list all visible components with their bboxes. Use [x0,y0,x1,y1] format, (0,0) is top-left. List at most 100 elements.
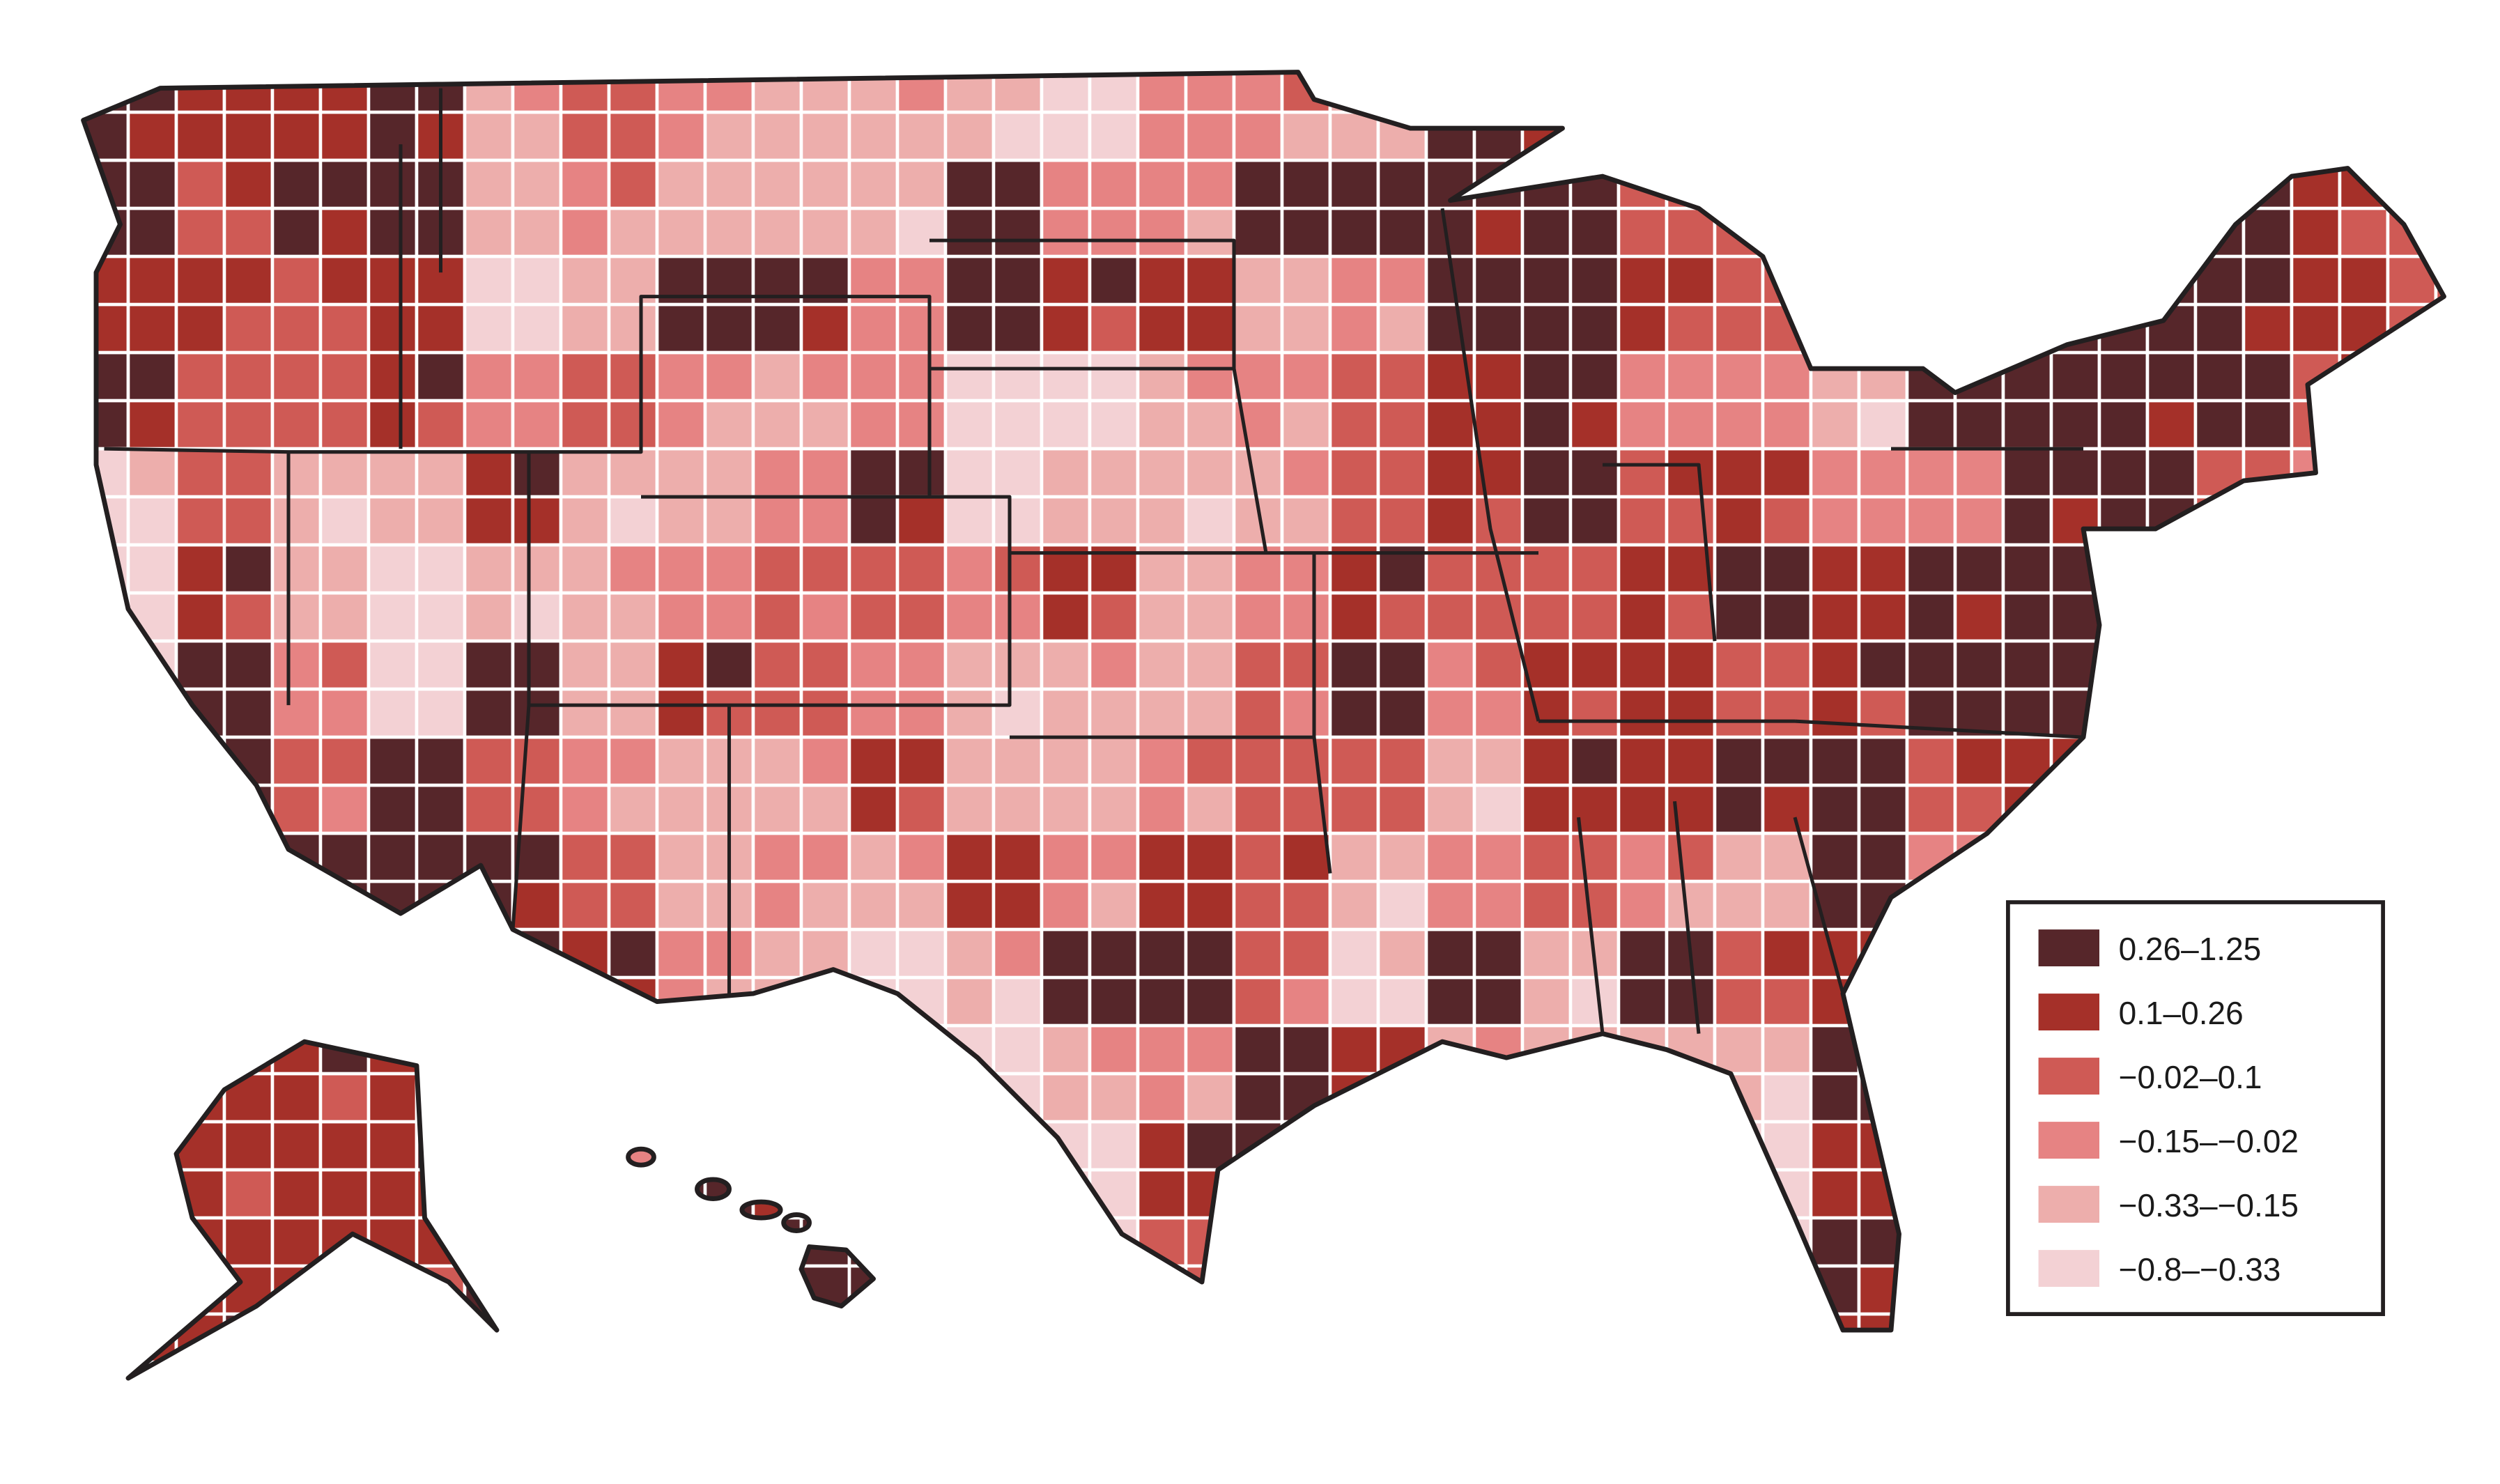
map-region [1040,72,1092,114]
map-region [1472,350,1525,403]
map-region [1857,879,1909,932]
map-region [1857,1023,1909,1076]
map-region [1568,302,1621,355]
map-region [943,639,996,691]
map-region [1953,72,2005,114]
map-region [318,350,371,403]
map-region [222,783,275,835]
map-region [1232,158,1284,210]
map-region [1520,975,1573,1028]
map-region [751,1360,803,1379]
map-region [1280,927,1332,980]
map-region [1280,302,1332,355]
map-region [799,591,851,643]
map-region [1232,72,1284,114]
map-region [2290,206,2342,258]
map-region [895,302,948,355]
map-region [1665,687,1717,739]
map-region [366,783,419,835]
map-region [2049,1360,2101,1379]
map-region [1376,735,1428,787]
map-region [2434,1072,2444,1124]
map-region [943,350,996,403]
map-region [174,591,226,643]
map-region [1568,1023,1621,1076]
map-region [2241,639,2294,691]
map-region [1953,1072,2005,1124]
map-region [174,110,226,162]
map-region [1616,1216,1669,1268]
map-region [607,975,659,1028]
map-region [1184,1072,1236,1124]
map-region [703,206,755,258]
map-region [991,350,1044,403]
map-region [511,735,563,787]
map-region [2338,639,2390,691]
map-region [2193,831,2246,883]
map-region [1520,735,1573,787]
map-region [2193,1312,2246,1364]
map-region [2193,543,2246,595]
map-region [1809,543,1861,595]
map-region [2290,591,2342,643]
map-region [1280,1360,1332,1379]
map-region [463,831,515,883]
map-region [1376,687,1428,739]
map-region [1905,975,1957,1028]
map-region [799,350,851,403]
map-region [2241,495,2294,547]
map-region [2049,350,2101,403]
map-region [1040,975,1092,1028]
legend-swatch [2038,929,2099,966]
map-region [1472,1312,1525,1364]
map-region [655,399,707,451]
map-region [1713,591,1765,643]
map-region [2386,254,2438,307]
map-region [463,72,515,114]
map-region [1568,783,1621,835]
map-region [2434,206,2444,258]
map-region [943,447,996,499]
map-region [1472,302,1525,355]
map-region [607,879,659,932]
map-region [2434,1264,2444,1316]
map-region [1520,1360,1573,1379]
map-region [1616,687,1669,739]
map-region [1136,927,1188,980]
map-region [1280,639,1332,691]
map-region [751,591,803,643]
map-region [511,879,563,932]
map-region [366,735,419,787]
map-region [607,735,659,787]
map-region [991,110,1044,162]
map-region [703,1264,755,1316]
map-region [1953,975,2005,1028]
map-region [1472,687,1525,739]
map-region [1568,495,1621,547]
map-region [895,1072,948,1124]
map-region [1472,1168,1525,1220]
map-region [1905,495,1957,547]
map-region [2001,447,2053,499]
map-region [655,1120,707,1172]
map-region [2290,399,2342,451]
map-region [1088,1120,1140,1172]
map-region [1136,302,1188,355]
map-region [2049,831,2101,883]
map-region [607,1072,659,1124]
map-region [1376,1216,1428,1268]
map-region [2145,543,2198,595]
map-region [1136,591,1188,643]
map-region [1568,399,1621,451]
map-region [1857,1168,1909,1220]
map-region [1040,1264,1092,1316]
map-region [2290,735,2342,787]
map-region [1232,639,1284,691]
map-region [366,639,419,691]
map-region [2386,399,2438,451]
map-region [1665,1168,1717,1220]
map-region [2434,1312,2444,1364]
map-region [174,879,226,932]
map-region [895,350,948,403]
